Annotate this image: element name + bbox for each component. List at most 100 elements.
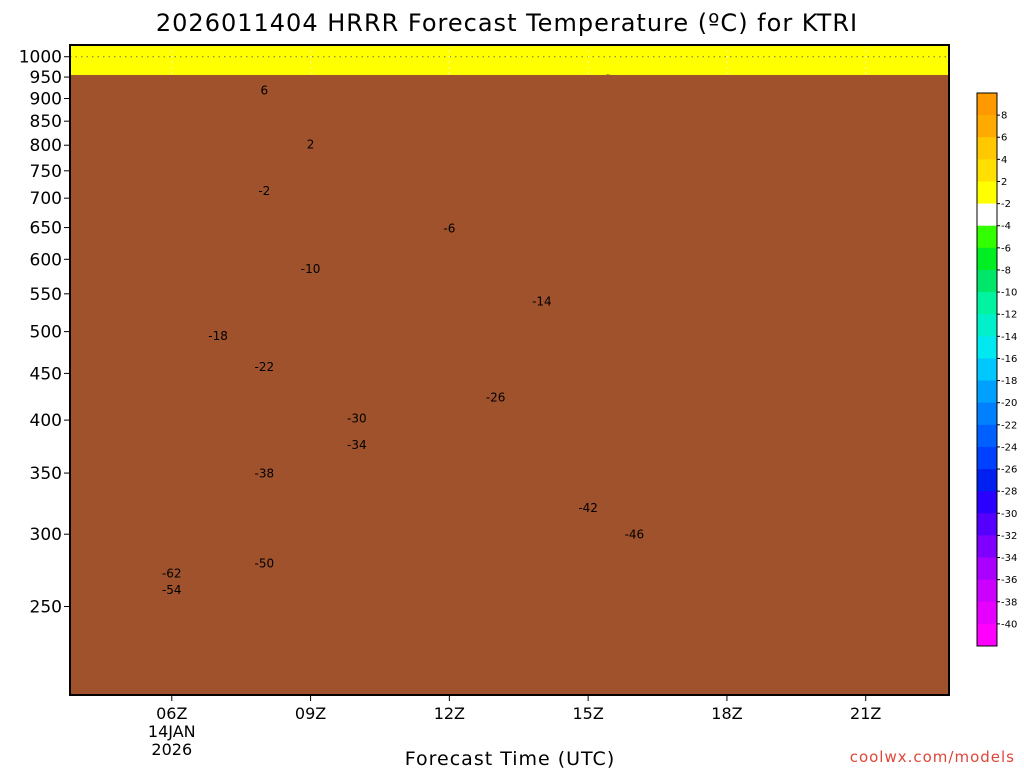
colorbar-swatch [977, 402, 997, 426]
isotherm-label: -10 [301, 262, 321, 276]
pressure-tick-label: 950 [30, 68, 62, 88]
colorbar-swatch [977, 601, 997, 625]
isotherm-label: -14 [532, 295, 552, 309]
colorbar-swatch [977, 314, 997, 337]
colorbar-swatch [977, 469, 997, 492]
pressure-tick-label: 800 [30, 136, 62, 156]
colorbar-label: -38 [1001, 597, 1017, 608]
colorbar-label: -40 [1001, 619, 1017, 630]
colorbar-label: -32 [1001, 531, 1017, 542]
pressure-tick-label: 350 [30, 464, 62, 484]
chart-title: 2026011404 HRRR Forecast Temperature (ºC… [156, 9, 858, 37]
colorbar-swatch [977, 269, 997, 293]
colorbar-swatch [977, 623, 997, 647]
colorbar-label: -16 [1001, 354, 1017, 365]
colorbar-frame [976, 92, 998, 647]
pressure-tick-label: 600 [30, 250, 62, 270]
isotherm-label: -30 [347, 412, 367, 426]
pressure-axis: 2503003504004505005506006507007508008509… [19, 48, 70, 618]
isotherm-label: -26 [486, 391, 506, 405]
time-tick-label: 18Z [711, 704, 742, 723]
colorbar-label: -18 [1001, 376, 1017, 387]
isotherm-label: -50 [255, 556, 275, 570]
ground-below-surface [70, 74, 949, 695]
pressure-tick-label: 500 [30, 323, 62, 343]
colorbar-swatch [977, 203, 997, 227]
colorbar-swatch [977, 247, 997, 271]
colorbar-label: -2 [1001, 199, 1011, 210]
colorbar-swatch [977, 380, 997, 404]
colorbar-label: -10 [1001, 288, 1017, 299]
colorbar-swatch [977, 181, 997, 205]
colorbar-swatch [977, 513, 997, 536]
pressure-tick-label: 300 [30, 525, 62, 545]
isotherm-label: -38 [255, 467, 275, 481]
colorbar-swatch [977, 292, 997, 315]
colorbar-label: 2 [1001, 177, 1007, 188]
colorbar-label: -26 [1001, 465, 1017, 476]
colorbar-label: -34 [1001, 553, 1017, 564]
colorbar-swatch [977, 93, 997, 116]
time-tick-label: 21Z [850, 704, 881, 723]
colorbar-label: -6 [1001, 243, 1011, 254]
colorbar-swatch [977, 336, 997, 359]
colorbar-label: 6 [1001, 133, 1007, 144]
isotherm-label: 2 [307, 138, 315, 152]
time-tick-date-label: 2026 [151, 740, 192, 759]
plot-frame [69, 44, 950, 696]
colorbar-swatch [977, 358, 997, 382]
pressure-tick-label: 650 [30, 219, 62, 239]
colorbar-swatch [977, 557, 997, 581]
isotherm-label: -62 [162, 567, 182, 581]
isotherm-label-layer: -62 -54 -50 -46 -42 -38 -34 -30 -26 -2 2 -18 -14 -10 -… [162, 83, 645, 597]
pressure-tick-label: 250 [30, 598, 62, 618]
x-axis-label: Forecast Time (UTC) [405, 748, 615, 768]
isotherm-label: -34 [347, 438, 367, 452]
pressure-tick-label: 400 [30, 411, 62, 431]
colorbar-label: -22 [1001, 420, 1017, 431]
colorbar-label: -36 [1001, 575, 1017, 586]
colorbar-label: -20 [1001, 398, 1017, 409]
colorbar-swatch [977, 137, 997, 160]
colorbar-swatch [977, 535, 997, 559]
pressure-tick-label: 700 [30, 189, 62, 209]
colorbar-swatch [977, 579, 997, 603]
colorbar-label: -14 [1001, 332, 1017, 343]
pressure-tick-label: 1000 [19, 48, 62, 68]
isotherm-label: -18 [208, 329, 228, 343]
colorbar-label: -8 [1001, 265, 1011, 276]
isotherm-label: -46 [625, 528, 645, 542]
colorbar-label: -12 [1001, 310, 1017, 321]
colorbar-label: -4 [1001, 221, 1011, 232]
colorbar-label: 4 [1001, 155, 1007, 166]
isotherm-label: -42 [578, 501, 598, 515]
isotherm-label: 6 [260, 83, 268, 97]
pressure-tick-label: 550 [30, 285, 62, 305]
colorbar-swatch [977, 491, 997, 514]
colorbar-swatch [977, 115, 997, 138]
time-tick-label: 15Z [572, 704, 603, 723]
time-tick-label: 09Z [295, 704, 326, 723]
plot-area: -62 -54 -50 -46 -42 -38 -34 -30 -26 -2 2 -18 -14 -10 -… [70, 45, 949, 695]
pressure-tick-label: 450 [30, 364, 62, 384]
time-tick-date-label: 14JAN [148, 722, 196, 741]
time-tick-label: 06Z [156, 704, 187, 723]
colorbar-label: -28 [1001, 487, 1017, 498]
colorbar-label: 8 [1001, 111, 1007, 122]
colorbar: 8 6 4 2 -2 -4 -6 -8 -10 -12 -14 -16 -18 -20 -22 -24 -26 -… [976, 92, 1017, 647]
colorbar-label: -24 [1001, 442, 1017, 453]
credit-text: coolwx.com/models [850, 748, 1015, 766]
colorbar-swatch [977, 159, 997, 182]
isotherm-label: -6 [443, 222, 455, 236]
colorbar-swatch [977, 225, 997, 249]
pressure-tick-label: 900 [30, 90, 62, 110]
isotherm-label: -2 [258, 184, 270, 198]
time-tick-label: 12Z [434, 704, 465, 723]
colorbar-swatch [977, 424, 997, 448]
colorbar-label: -30 [1001, 509, 1017, 520]
pressure-tick-label: 850 [30, 112, 62, 132]
colorbar-swatch [977, 446, 997, 470]
isotherm-label: -54 [162, 583, 182, 597]
